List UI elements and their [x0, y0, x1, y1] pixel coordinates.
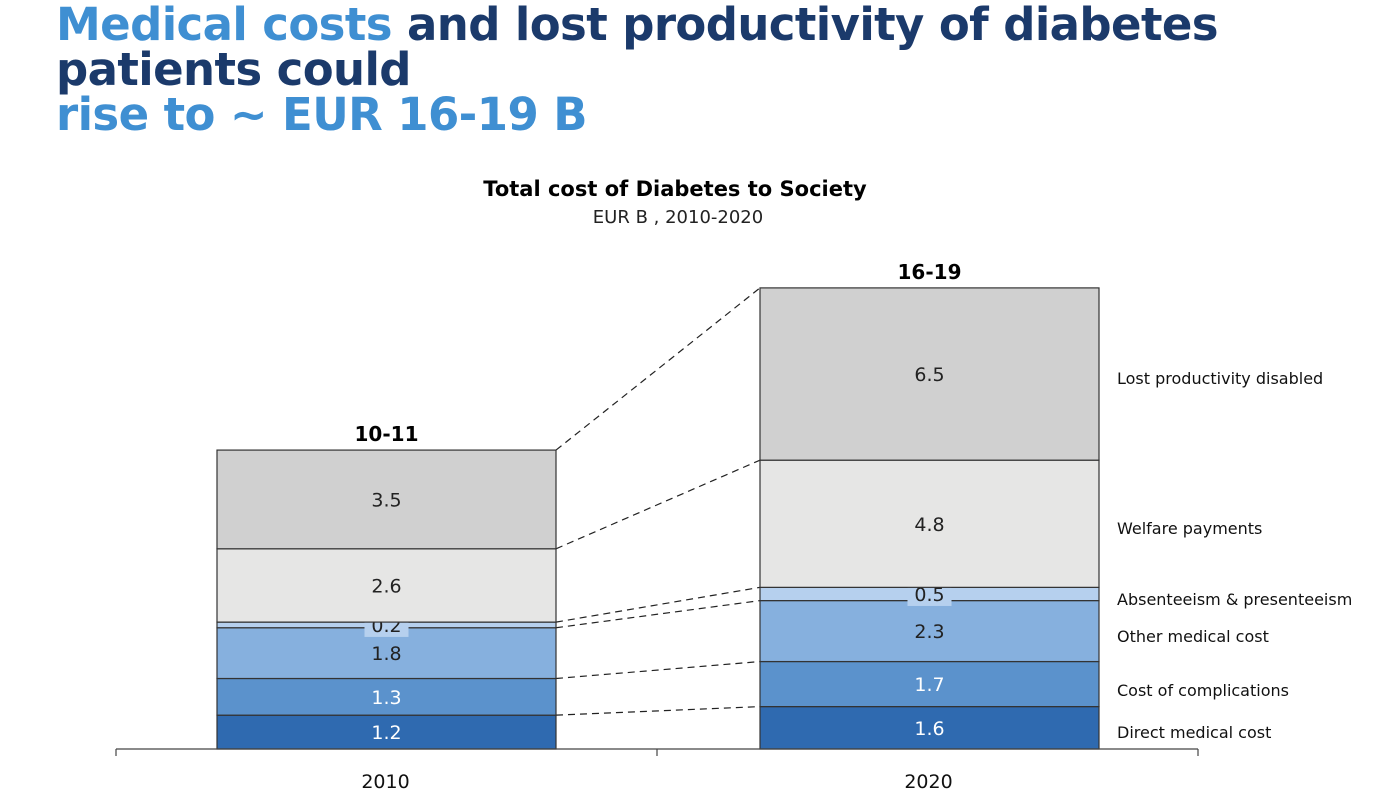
x-tick-label: 2020: [904, 771, 952, 793]
bar-segment-2020-5: [759, 459, 1100, 588]
segment-value-label: 1.2: [371, 722, 401, 744]
legend-label: Welfare payments: [1117, 519, 1262, 538]
bar-segment-2020-2: [759, 660, 1100, 708]
legend: Direct medical cost Cost of complications…: [1117, 369, 1352, 742]
legend-label: Direct medical cost: [1117, 723, 1271, 742]
bar-segment-2020-1: [759, 705, 1100, 750]
connector-line: [555, 660, 761, 680]
connector-line: [555, 459, 761, 550]
segment-value-label: 2.3: [914, 621, 944, 643]
legend-label: Other medical cost: [1117, 627, 1269, 646]
connector-line: [555, 600, 761, 629]
legend-label: Absenteeism & presenteeism: [1117, 590, 1352, 609]
bar-total-label: 10-11: [355, 422, 419, 446]
bar-total-label: 16-19: [898, 260, 962, 284]
segment-value-label: 1.8: [371, 643, 401, 665]
connector-line: [555, 706, 761, 716]
bar-segment-2010-2: [216, 677, 557, 716]
legend-label: Cost of complications: [1117, 681, 1289, 700]
segment-value-label: 6.5: [914, 364, 944, 386]
chart-title: Total cost of Diabetes to Society: [483, 177, 867, 201]
connector-line: [555, 287, 761, 451]
segment-value-label: 3.5: [371, 489, 401, 511]
bar-segment-2020-3: [759, 599, 1100, 663]
bar-connectors: [555, 287, 761, 716]
bars-group: 1.21.31.80.22.63.510-111.61.72.30.54.86.…: [216, 260, 1100, 750]
headline-line2: rise to ~ EUR 16-19 B: [56, 88, 588, 141]
connector-line: [555, 586, 761, 623]
x-axis: 2010 2020: [115, 748, 1199, 793]
bar-segment-2020-6: [759, 287, 1100, 461]
segment-value-label: 1.3: [371, 687, 401, 709]
headline-highlight: Medical costs: [56, 0, 393, 51]
segment-value-label: 4.8: [914, 514, 944, 536]
headline-rest: and lost productivity of diabetes patien…: [56, 0, 1219, 96]
segment-value-label: 0.5: [914, 584, 944, 606]
bar-segment-2010-6: [216, 449, 557, 550]
page-headline: Medical costs and lost productivity of d…: [56, 2, 1376, 137]
segment-value-label: 1.6: [914, 718, 944, 740]
chart-subtitle: EUR B , 2010-2020: [593, 207, 763, 228]
legend-label: Lost productivity disabled: [1117, 369, 1323, 388]
x-tick-label: 2010: [361, 771, 409, 793]
segment-value-label: 1.7: [914, 674, 944, 696]
bar-segment-2010-5: [216, 548, 557, 623]
segment-value-label: 2.6: [371, 575, 401, 597]
